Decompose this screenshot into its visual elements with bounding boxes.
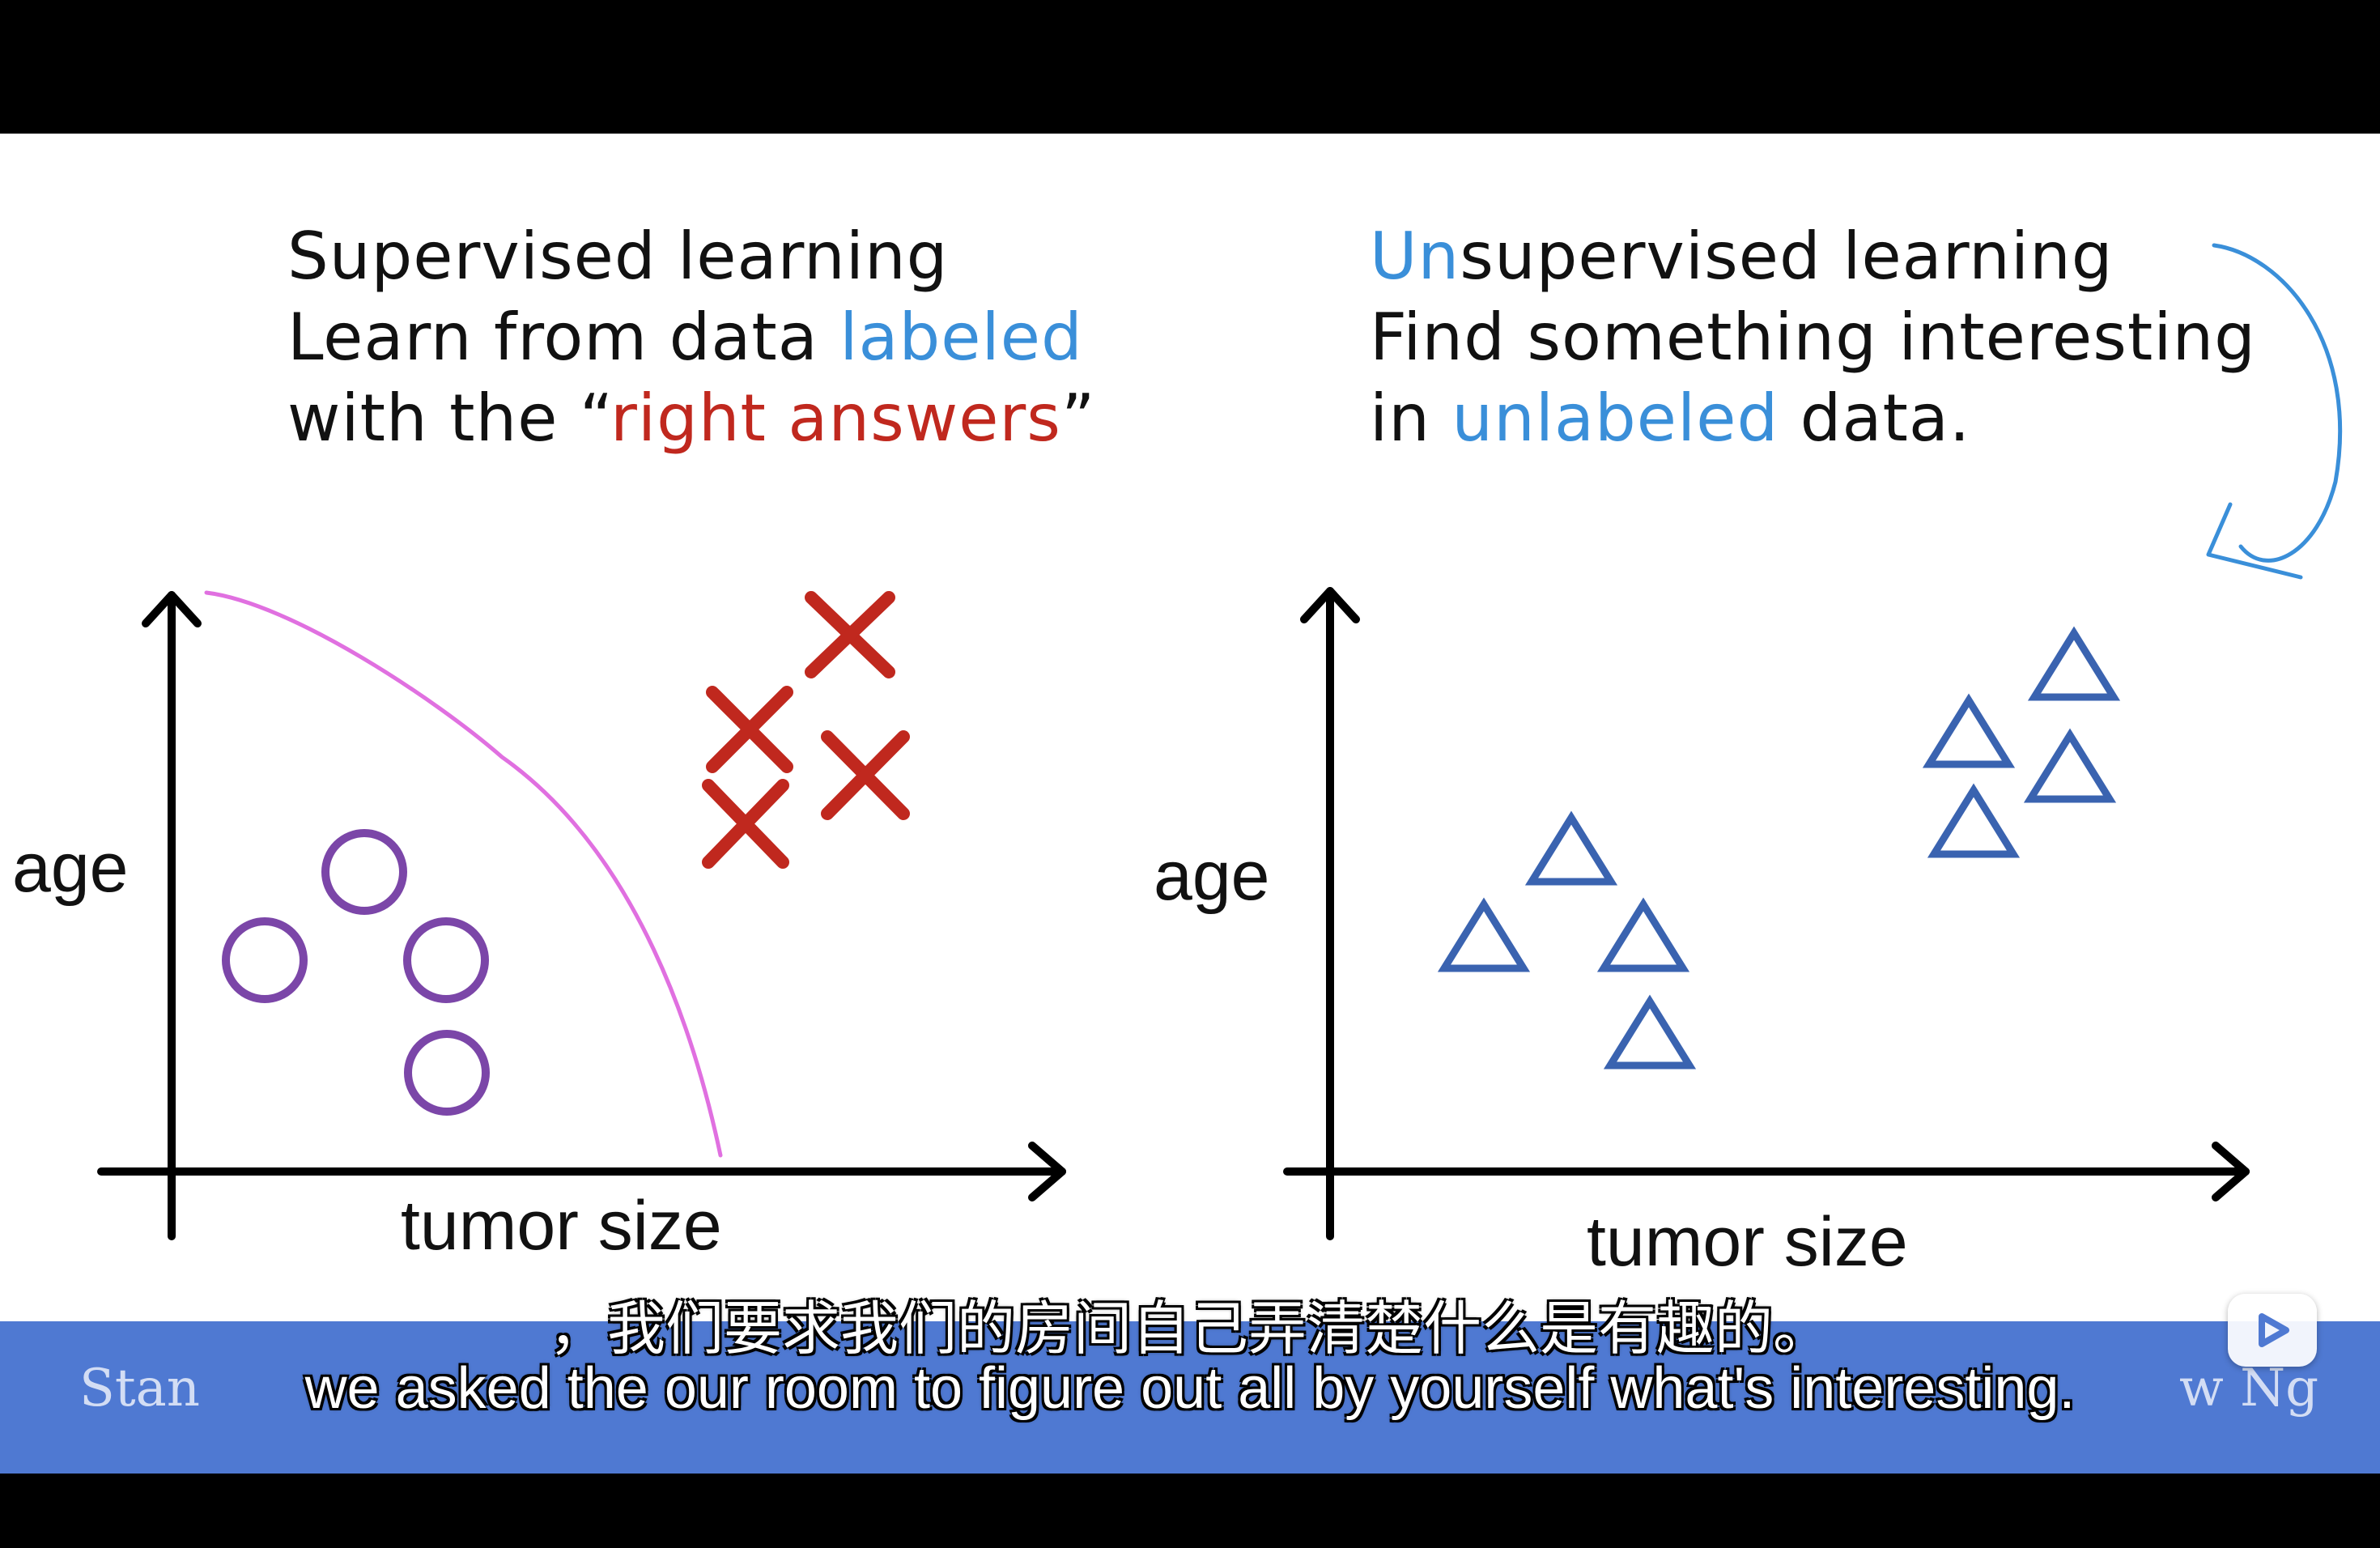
unsupervised-title-rest: supervised learning bbox=[1460, 219, 2114, 294]
play-button[interactable] bbox=[2228, 1294, 2317, 1367]
subtitle-chinese: ，我们要求我们的房间自己弄清楚什么是有趣的。 bbox=[548, 1295, 1831, 1363]
right-y-axis-label: age bbox=[1154, 837, 1270, 915]
supervised-heading: Supervised learning Learn from data labe… bbox=[287, 216, 1095, 459]
circle-point bbox=[222, 917, 308, 1003]
decision-boundary bbox=[204, 590, 723, 1158]
plots-canvas bbox=[97, 243, 2343, 1240]
footer-watermark-right: w Ng bbox=[2179, 1359, 2319, 1418]
right-answers-highlight: right answers bbox=[610, 381, 1061, 456]
supervised-title: Supervised learning bbox=[287, 219, 949, 294]
left-x-axis-label: tumor size bbox=[401, 1187, 722, 1265]
footer-watermark-left: Stan bbox=[79, 1359, 200, 1418]
triangle-point bbox=[1596, 897, 1690, 972]
supervised-line3: with the “right answers” bbox=[287, 378, 1095, 459]
subtitle-english: we asked the our room to figure out all … bbox=[304, 1356, 2076, 1421]
triangle-point bbox=[1922, 693, 2016, 768]
triangle-point bbox=[1524, 810, 1618, 886]
left-axes bbox=[97, 591, 1066, 1240]
unsupervised-heading: Unsupervised learning Find something int… bbox=[1370, 216, 2256, 459]
right-axes bbox=[1283, 587, 2250, 1240]
supervised-line2: Learn from data labeled bbox=[287, 297, 1095, 378]
unsupervised-line3: in unlabeled data. bbox=[1370, 378, 2256, 459]
curved-arrow-icon bbox=[2206, 243, 2343, 580]
supervised-line3-pre: with the “ bbox=[287, 381, 610, 456]
circle-point bbox=[403, 917, 489, 1003]
cross-point bbox=[821, 730, 910, 820]
unsupervised-title: Unsupervised learning bbox=[1370, 216, 2256, 297]
supervised-line2-text: Learn from data bbox=[287, 300, 840, 375]
triangle-point bbox=[2027, 626, 2121, 701]
unlabeled-points bbox=[1437, 626, 2121, 1070]
triangle-point bbox=[1603, 994, 1697, 1070]
footer-band bbox=[0, 1321, 2380, 1474]
play-icon bbox=[2259, 1313, 2289, 1347]
circle-point bbox=[404, 1030, 490, 1116]
triangle-point bbox=[1437, 897, 1531, 972]
left-y-axis-label: age bbox=[12, 829, 129, 907]
benign-points bbox=[222, 829, 490, 1116]
unsupervised-line2: Find something interesting bbox=[1370, 300, 2256, 375]
cross-point bbox=[702, 779, 789, 869]
labeled-highlight: labeled bbox=[839, 300, 1083, 375]
cross-point bbox=[805, 591, 895, 678]
unsupervised-line3-pre: in bbox=[1370, 381, 1452, 456]
slide: Supervised learning Learn from data labe… bbox=[0, 134, 2380, 1474]
right-x-axis-label: tumor size bbox=[1587, 1203, 1908, 1281]
un-highlight: Un bbox=[1370, 219, 1460, 294]
circle-point bbox=[321, 829, 407, 915]
unlabeled-highlight: unlabeled bbox=[1451, 381, 1779, 456]
supervised-line3-post: ” bbox=[1060, 381, 1096, 456]
triangle-point bbox=[1927, 783, 2021, 858]
triangle-point bbox=[2023, 728, 2117, 803]
unsupervised-line3-post: data. bbox=[1779, 381, 1971, 456]
cross-point bbox=[706, 686, 793, 773]
malignant-points bbox=[702, 591, 910, 869]
